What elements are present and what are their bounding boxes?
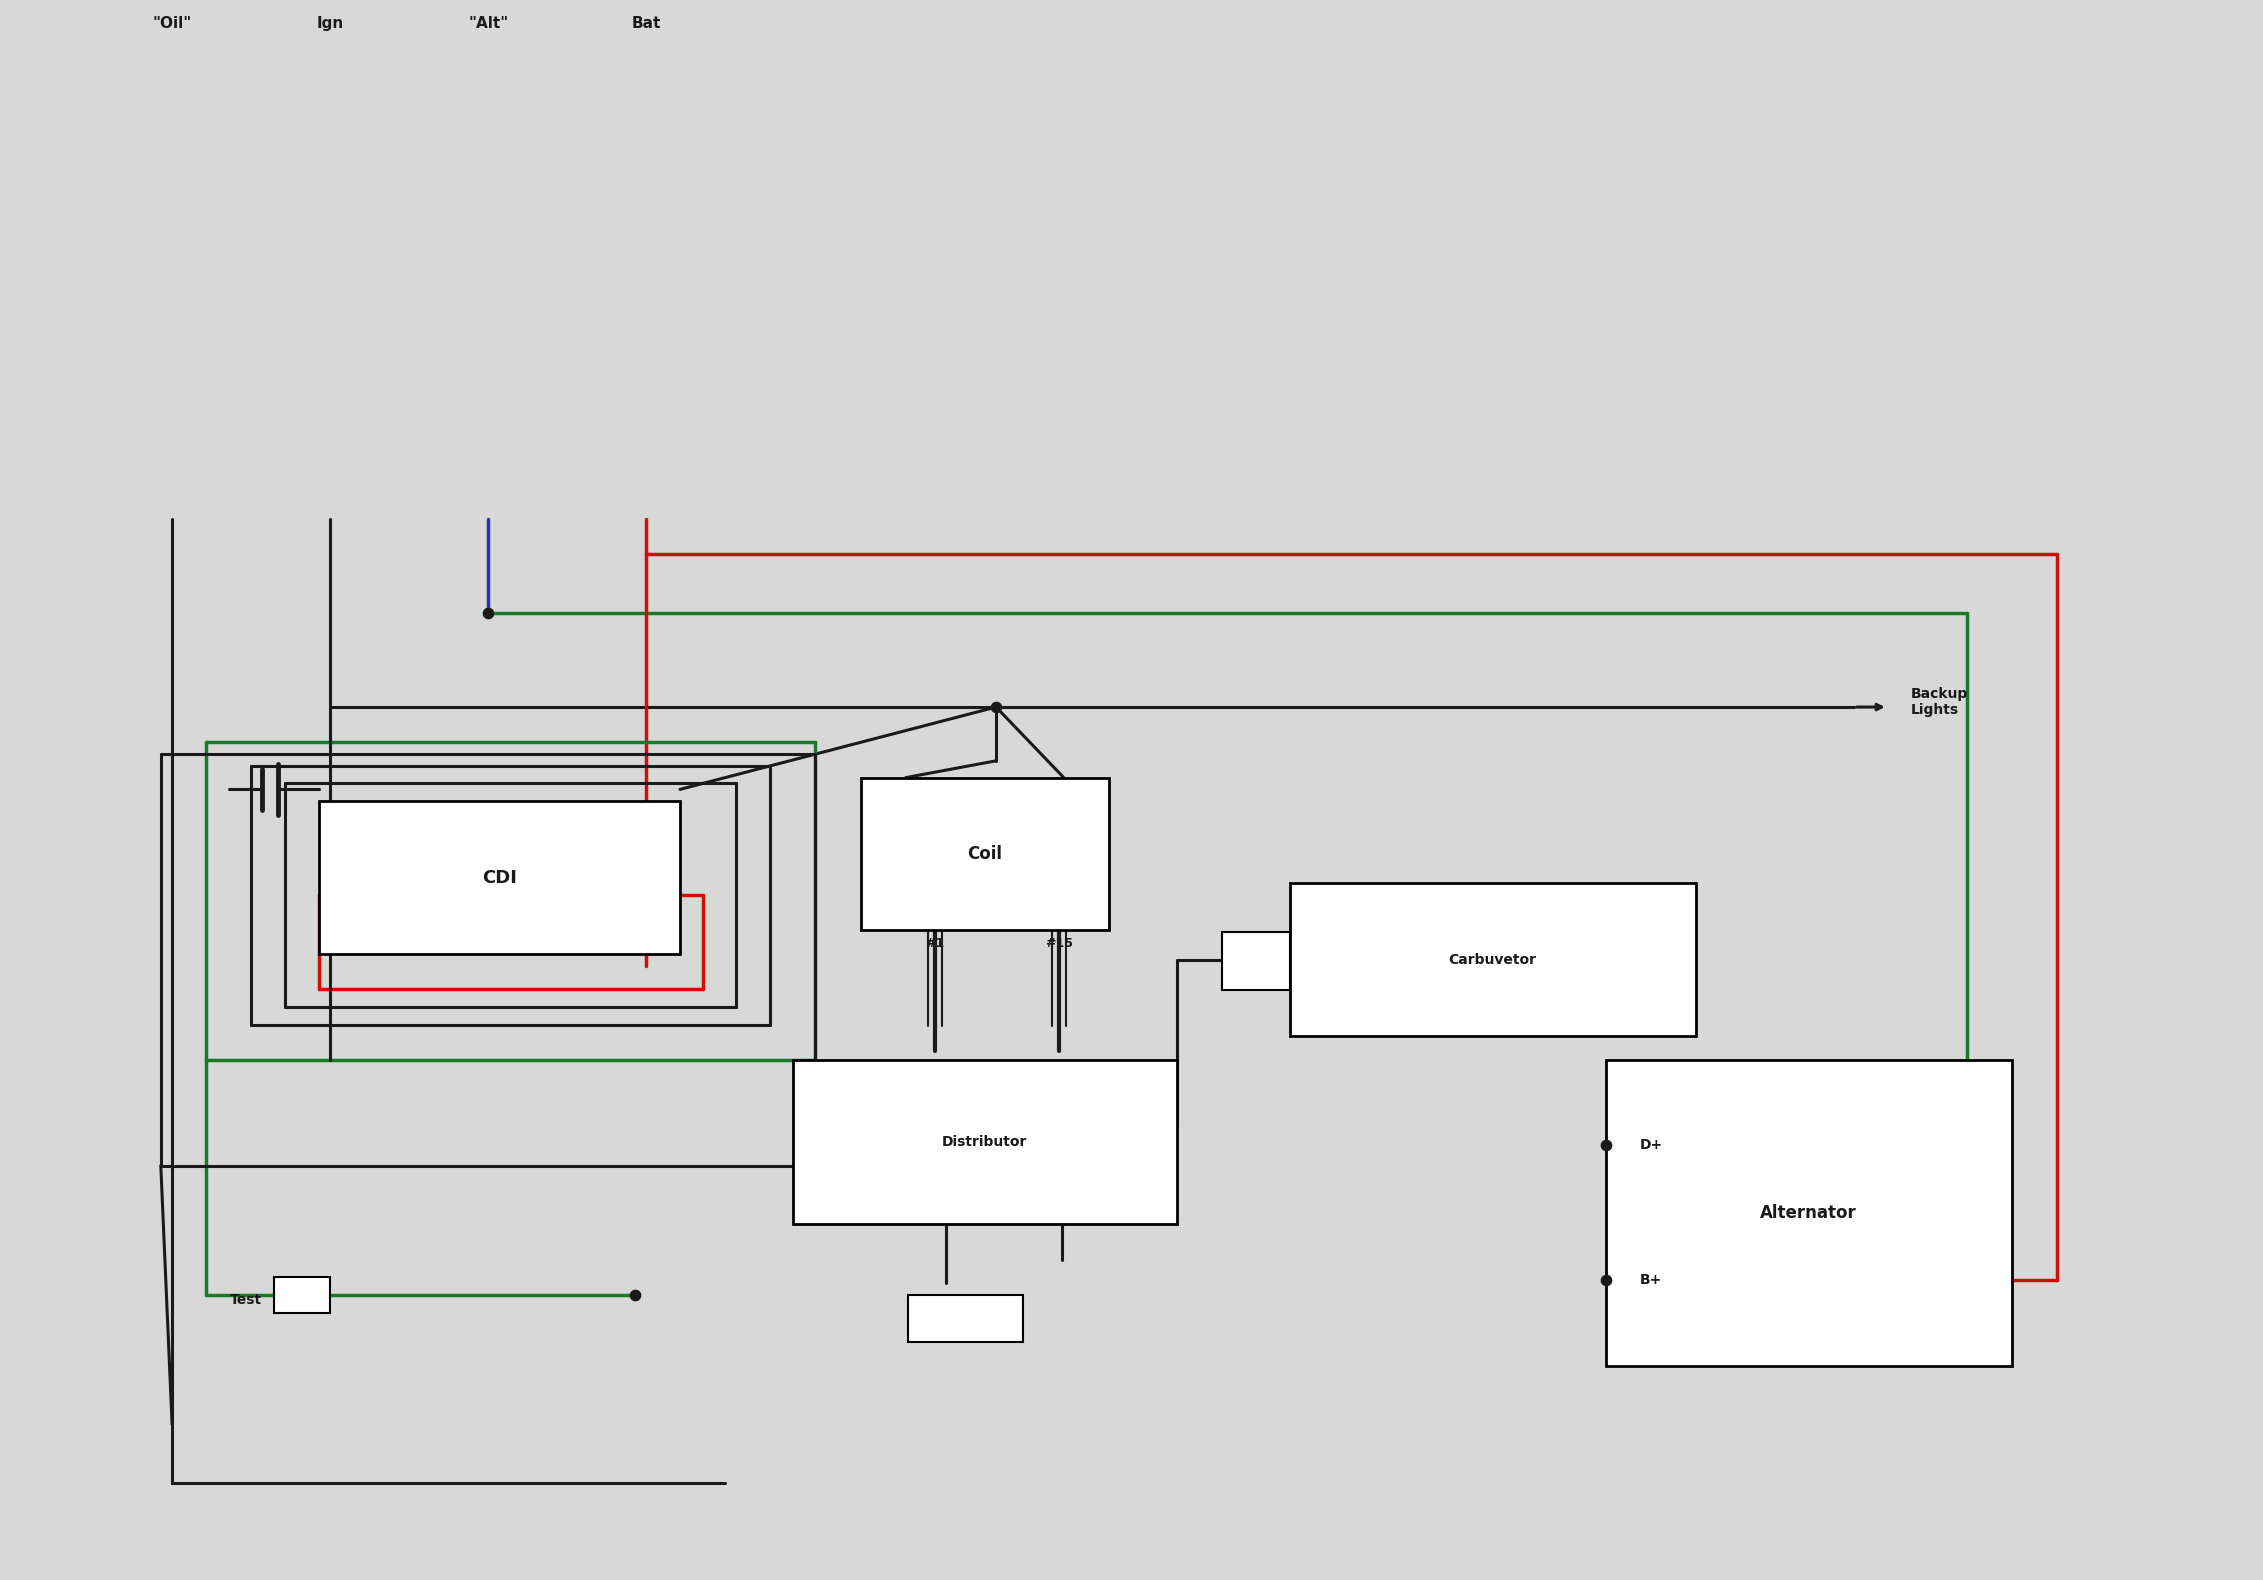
Point — [1586, 1133, 1623, 1158]
Bar — [1290, 883, 1695, 1036]
Text: Carbuvetor: Carbuvetor — [1448, 953, 1537, 967]
Bar — [1222, 932, 1290, 991]
Bar — [1604, 1060, 2012, 1365]
Text: Bat: Bat — [631, 16, 661, 32]
Text: #15: #15 — [1046, 937, 1073, 951]
Text: Test: Test — [231, 1292, 263, 1307]
Text: #1: #1 — [926, 937, 944, 951]
Bar — [274, 1277, 330, 1313]
Point — [978, 695, 1014, 720]
Point — [1586, 1267, 1623, 1292]
Point — [471, 600, 507, 626]
Text: Ign: Ign — [317, 16, 344, 32]
Text: Backup
Lights: Backup Lights — [1910, 687, 1967, 717]
Bar — [319, 801, 679, 954]
Text: Alternator: Alternator — [1761, 1204, 1858, 1221]
Text: "Alt": "Alt" — [468, 16, 509, 32]
Text: B+: B+ — [1638, 1273, 1661, 1288]
Text: Distributor: Distributor — [941, 1134, 1027, 1149]
Point — [618, 1283, 654, 1308]
Bar — [792, 1060, 1177, 1224]
Text: "Oil": "Oil" — [152, 16, 192, 32]
Bar — [907, 1296, 1023, 1341]
Text: Coil: Coil — [966, 845, 1003, 863]
Text: D+: D+ — [1638, 1139, 1663, 1152]
Bar — [860, 777, 1109, 931]
Text: CDI: CDI — [482, 869, 516, 886]
